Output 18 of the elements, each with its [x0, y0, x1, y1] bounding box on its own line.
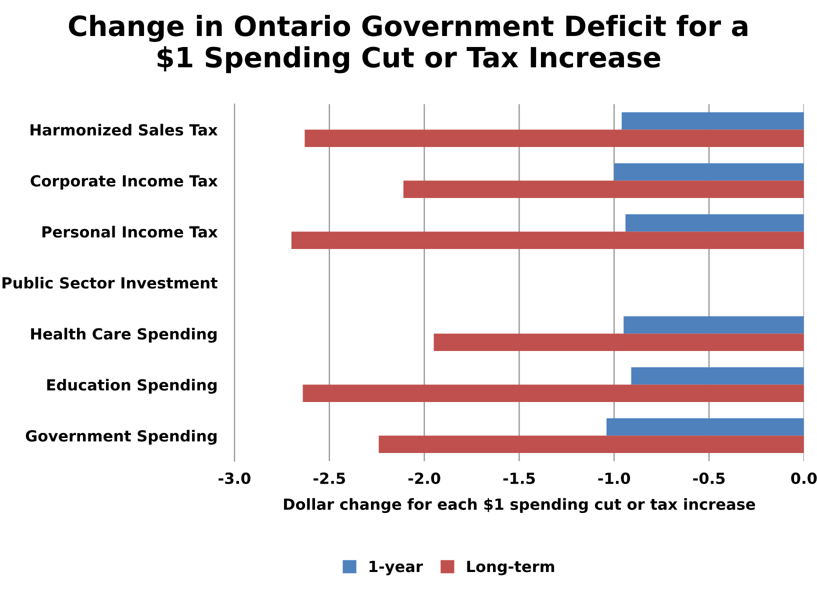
- x-tick-label: -2.5: [314, 472, 346, 484]
- y-tick-label: Personal Income Tax: [42, 226, 218, 238]
- x-tick-label: -2.0: [408, 472, 440, 484]
- x-tick-label: 0.0: [791, 472, 817, 484]
- y-tick-label: Public Sector Investment: [2, 276, 218, 289]
- legend-label: Long-term: [467, 560, 554, 576]
- x-tick-label: -1.0: [598, 472, 630, 484]
- x-tick-label: -3.0: [218, 472, 250, 484]
- legend-label: 1-year: [370, 560, 423, 576]
- y-tick-label: Health Care Spending: [31, 328, 217, 343]
- x-tick-label: -0.5: [693, 472, 725, 484]
- chart-title: Change in Ontario Government Deficit for a $1 Spending Cut or Tax Increase: [68, 14, 748, 74]
- x-tick-label: -1.5: [503, 472, 535, 484]
- y-tick-label: Government Spending: [26, 430, 217, 445]
- y-tick-label: Harmonized Sales Tax: [30, 124, 218, 136]
- y-tick-label: Corporate Income Tax: [30, 175, 218, 190]
- x-axis-title: Dollar change for each $1 spending cut or tax increase: [284, 498, 756, 514]
- y-tick-label: Education Spending: [47, 378, 217, 394]
